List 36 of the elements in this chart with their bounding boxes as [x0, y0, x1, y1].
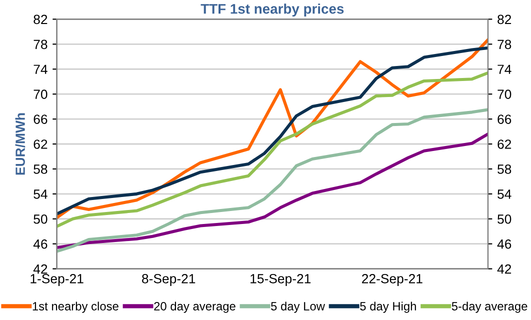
y-tick-label: 78: [34, 40, 48, 50]
chart-title: TTF 1st nearby prices: [200, 4, 344, 17]
y-tick-label: 74: [34, 64, 48, 74]
legend-label: 1st nearby close: [32, 302, 118, 313]
legend-label: 5 day High: [360, 302, 416, 313]
y-tick-label: 66: [34, 114, 48, 124]
y-tick-label: 82: [34, 14, 48, 24]
y2-tick-label: 78: [498, 40, 512, 50]
y-tick-label: 58: [34, 164, 48, 174]
y2-tick-label: 82: [498, 14, 512, 24]
y2-tick-label: 58: [498, 164, 512, 174]
legend-label: 20 day average: [154, 302, 236, 313]
legend-label: 5 day Low: [271, 302, 326, 313]
line-series: [56, 132, 488, 250]
y-tick-label: 70: [34, 90, 48, 99]
y2-tick-label: 62: [498, 140, 512, 149]
y-tick-label: 54: [34, 190, 48, 199]
y2-tick-label: 54: [498, 190, 512, 199]
y2-tick-label: 46: [497, 239, 512, 249]
y2-tick-label: 66: [498, 114, 512, 124]
y2-tick-label: 70: [498, 90, 512, 99]
y-tick-label: 42: [33, 264, 48, 274]
y-axis-title: EUR/MWh: [15, 113, 26, 175]
y2-tick-label: 50: [498, 214, 512, 224]
y-tick-label: 62: [34, 140, 48, 149]
y2-tick-label: 74: [498, 64, 512, 74]
line-series: [56, 108, 488, 253]
line-series: [56, 71, 488, 228]
x-tick-label: 1-Sep-21: [30, 274, 84, 286]
x-tick-label: 15-Sep-21: [250, 274, 311, 286]
legend-label: 5-day average: [452, 302, 528, 313]
x-tick-label: 22-Sep-21: [362, 274, 422, 286]
y2-tick-label: 42: [497, 264, 512, 274]
y-tick-label: 50: [34, 214, 48, 224]
x-tick-label: 8-Sep-21: [142, 274, 196, 286]
y-tick-label: 46: [33, 239, 48, 249]
